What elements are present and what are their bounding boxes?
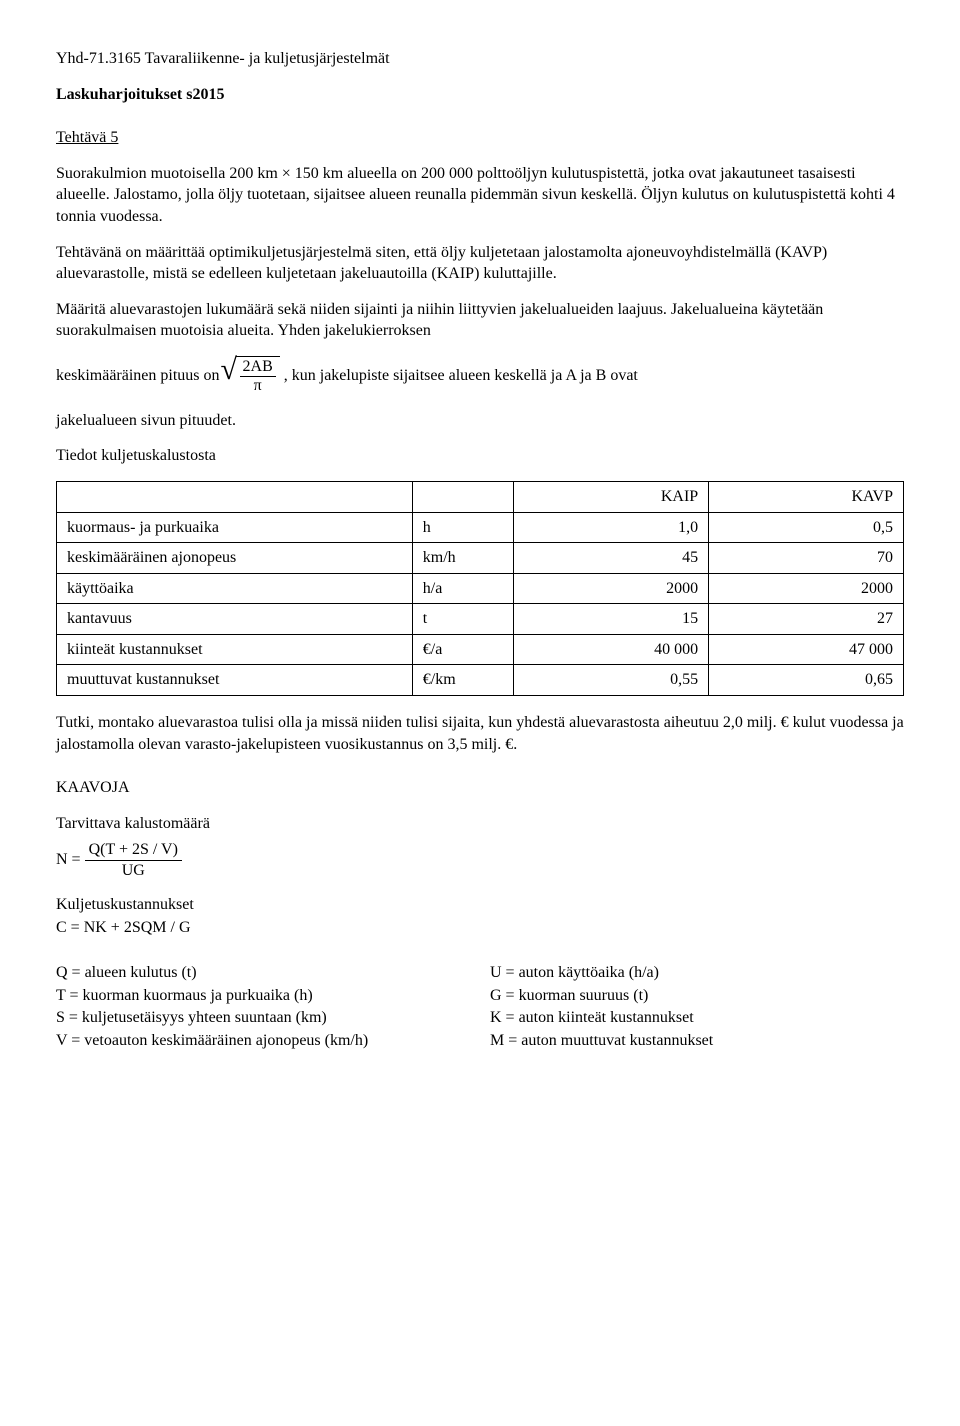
formula-C: C = NK + 2SQM / G — [56, 917, 904, 939]
vehicle-data-table: KAIP KAVP kuormaus- ja purkuaika h 1,0 0… — [56, 481, 904, 696]
sqrt-formula: 2AB π — [224, 356, 280, 396]
table-header-row: KAIP KAVP — [57, 481, 904, 512]
table-header-empty1 — [57, 481, 413, 512]
table-row: kantavuus t 15 27 — [57, 604, 904, 635]
table-header-empty2 — [412, 481, 514, 512]
definition-line: K = auton kiinteät kustannukset — [490, 1007, 904, 1029]
task-label: Tehtävä 5 — [56, 127, 904, 149]
definition-line: S = kuljetusetäisyys yhteen suuntaan (km… — [56, 1007, 470, 1029]
definition-line: V = vetoauton keskimääräinen ajonopeus (… — [56, 1030, 470, 1052]
table-header-kaip: KAIP — [514, 481, 709, 512]
paragraph-6: Tutki, montako aluevarastoa tulisi olla … — [56, 712, 904, 755]
table-header-kavp: KAVP — [709, 481, 904, 512]
paragraph-1: Suorakulmion muotoisella 200 km × 150 km… — [56, 163, 904, 228]
table-row: kuormaus- ja purkuaika h 1,0 0,5 — [57, 512, 904, 543]
definition-line: U = auton käyttöaika (h/a) — [490, 962, 904, 984]
definitions-left: Q = alueen kulutus (t) T = kuorman kuorm… — [56, 961, 470, 1052]
definition-line: G = kuorman suuruus (t) — [490, 985, 904, 1007]
definitions-block: Q = alueen kulutus (t) T = kuorman kuorm… — [56, 961, 904, 1052]
course-header: Yhd-71.3165 Tavaraliikenne- ja kuljetusj… — [56, 48, 904, 70]
formula-N: N = Q(T + 2S / V) UG — [56, 840, 904, 879]
table-row: muuttuvat kustannukset €/km 0,55 0,65 — [57, 665, 904, 696]
paragraph-4: keskimääräinen pituus on 2AB π , kun jak… — [56, 356, 904, 396]
table-caption: Tiedot kuljetuskalustosta — [56, 445, 904, 467]
kaavoja-heading: KAAVOJA — [56, 777, 904, 799]
definition-line: T = kuorman kuormaus ja purkuaika (h) — [56, 985, 470, 1007]
kuljetus-label: Kuljetuskustannukset — [56, 894, 904, 916]
paragraph-2: Tehtävänä on määrittää optimikuljetusjär… — [56, 242, 904, 285]
paragraph-5: jakelualueen sivun pituudet. — [56, 410, 904, 432]
definition-line: Q = alueen kulutus (t) — [56, 962, 470, 984]
paragraph-3: Määritä aluevarastojen lukumäärä sekä ni… — [56, 299, 904, 342]
table-row: käyttöaika h/a 2000 2000 — [57, 573, 904, 604]
course-subtitle: Laskuharjoitukset s2015 — [56, 84, 904, 106]
table-row: kiinteät kustannukset €/a 40 000 47 000 — [57, 634, 904, 665]
definition-line: M = auton muuttuvat kustannukset — [490, 1030, 904, 1052]
definitions-right: U = auton käyttöaika (h/a) G = kuorman s… — [490, 961, 904, 1052]
tarvittava-label: Tarvittava kalustomäärä — [56, 813, 904, 835]
table-row: keskimääräinen ajonopeus km/h 45 70 — [57, 543, 904, 574]
